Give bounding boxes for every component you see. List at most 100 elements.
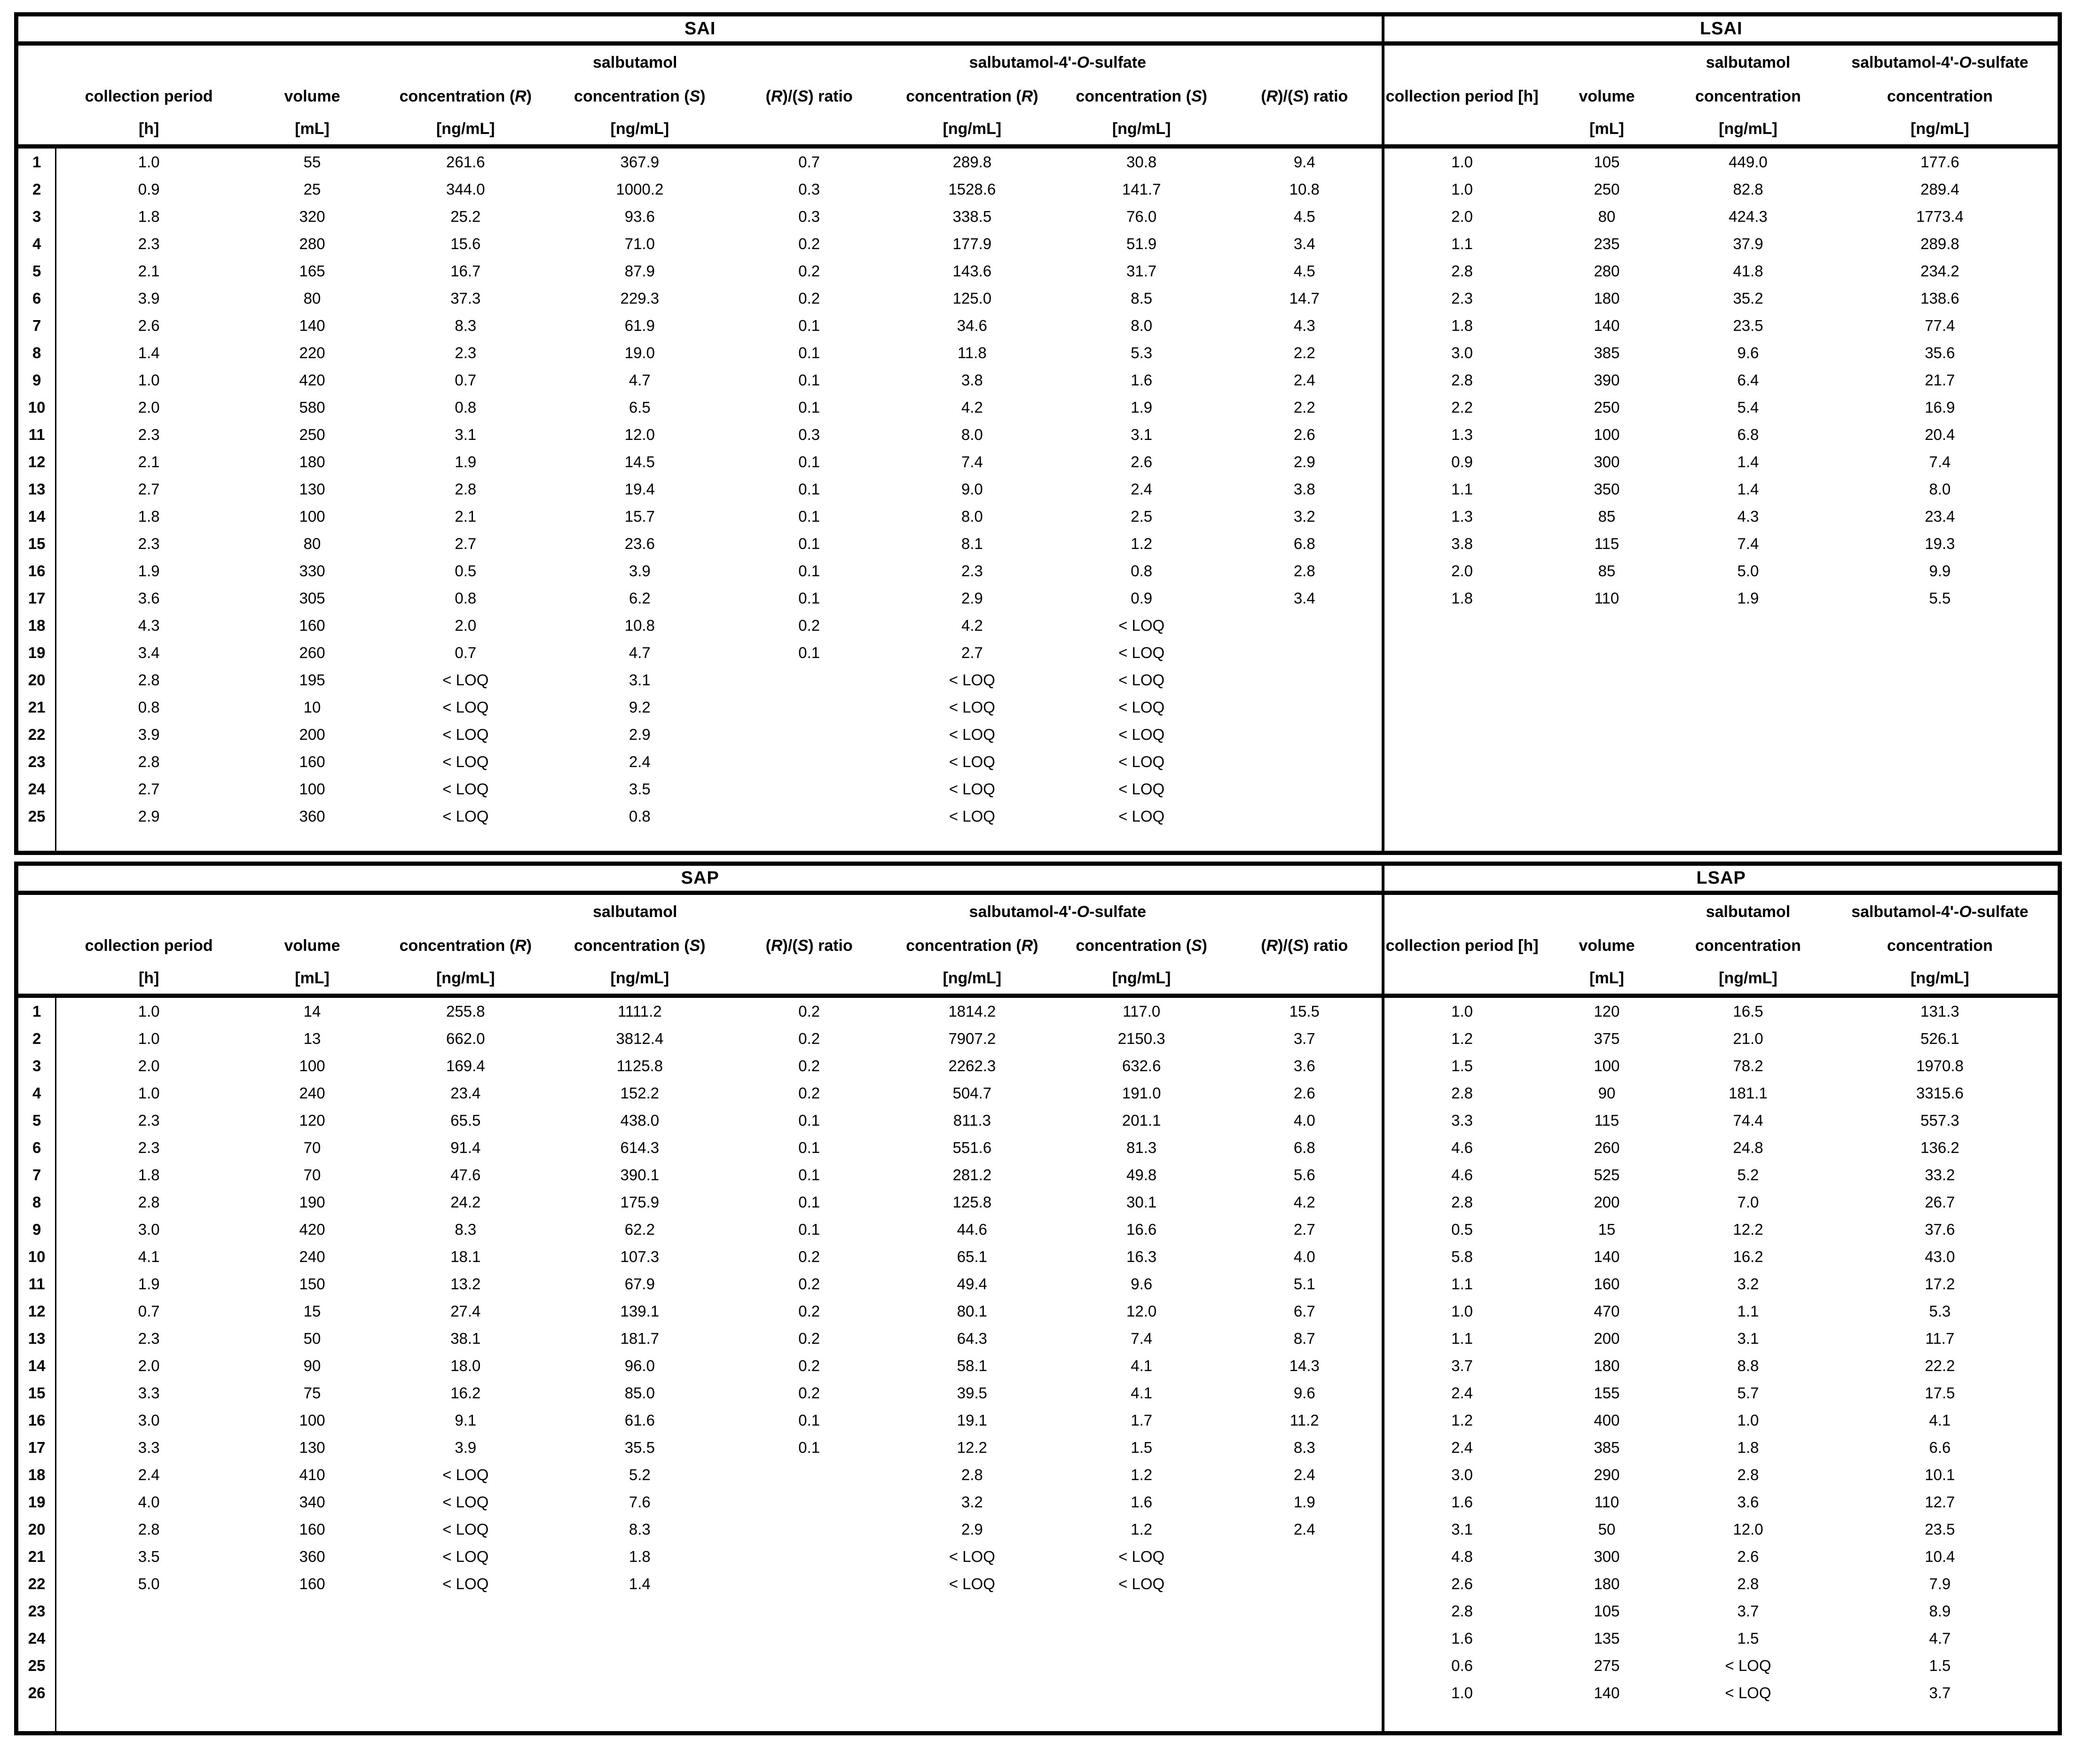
table-cell: < LOQ xyxy=(442,780,489,798)
table-cell: 2.4 xyxy=(1131,480,1153,498)
table-cell: 5.3 xyxy=(1929,1302,1951,1320)
row-number: 1 xyxy=(32,1003,41,1020)
table-cell: 3812.4 xyxy=(616,1030,664,1047)
table-cell: 23.6 xyxy=(624,535,655,552)
table-cell: 4.6 xyxy=(1451,1139,1473,1156)
row-number: 23 xyxy=(28,1602,46,1620)
table-cell: 1.2 xyxy=(1131,1521,1153,1538)
table-cell: 3.9 xyxy=(138,290,160,307)
table-cell: 160 xyxy=(299,753,325,770)
table-cell: 1.0 xyxy=(1451,1684,1473,1701)
table-cell: 115 xyxy=(1594,1112,1620,1129)
column-header-rs-ratio: (R)/(S) ratio xyxy=(765,87,853,105)
row-number: 19 xyxy=(28,644,46,661)
table-cell: 0.3 xyxy=(798,426,820,443)
table-row: 18 4.3 160 2.0 10.8 0.2 4.2 < LOQ xyxy=(18,612,1382,639)
table-cell: < LOQ xyxy=(1725,1684,1771,1701)
table-cell: 2.9 xyxy=(138,808,160,825)
table-row: 1.0 250 82.8 289.4 xyxy=(1384,176,2058,203)
table-cell: 420 xyxy=(299,371,325,389)
table-cell: 2262.3 xyxy=(948,1057,996,1074)
table-cell: 220 xyxy=(299,344,325,361)
table-cell: 2.0 xyxy=(1451,562,1473,580)
table-cell: 280 xyxy=(299,235,325,252)
table-cell: 87.9 xyxy=(624,262,655,280)
table-cell: 420 xyxy=(299,1221,325,1238)
table-cell: 1.1 xyxy=(1451,1275,1473,1293)
table-cell: 2.6 xyxy=(1451,1575,1473,1592)
unit-hours: [h] xyxy=(138,969,159,987)
row-number: 2 xyxy=(32,180,41,198)
table-cell: 191.0 xyxy=(1122,1084,1161,1102)
table-cell: 180 xyxy=(1594,290,1620,307)
row-number: 3 xyxy=(32,208,41,225)
table-cell: 1.4 xyxy=(1737,453,1759,470)
table-cell: 1.0 xyxy=(1451,1302,1473,1320)
table-cell: 1.8 xyxy=(1451,589,1473,607)
table-cell: 4.7 xyxy=(629,644,651,661)
table-row: 2.8 280 41.8 234.2 xyxy=(1384,258,2058,285)
table-cell: 200 xyxy=(1594,1193,1620,1211)
table-cell: 140 xyxy=(1594,1248,1620,1265)
table-cell: 2.2 xyxy=(1451,399,1473,416)
table-cell: 50 xyxy=(1598,1521,1616,1538)
table-cell: 0.1 xyxy=(798,344,820,361)
unit-ml: [mL] xyxy=(1589,969,1624,987)
row-number: 6 xyxy=(32,290,41,307)
table-cell: 51.9 xyxy=(1126,235,1157,252)
table-row: 1.0 120 16.5 131.3 xyxy=(1384,998,2058,1025)
table-cell: 22.2 xyxy=(1925,1357,1955,1374)
table-cell: 1773.4 xyxy=(1916,208,1964,225)
table-cell: 58.1 xyxy=(957,1357,987,1374)
table-cell: 19.0 xyxy=(624,344,655,361)
table-row: 1 1.0 14 255.8 1111.2 0.2 1814.2 117.0 15.5 xyxy=(18,998,1382,1025)
table-cell: 23.5 xyxy=(1925,1521,1955,1538)
table-cell: 360 xyxy=(299,808,325,825)
table-row: 2.0 85 5.0 9.9 xyxy=(1384,557,2058,585)
table-cell: 15 xyxy=(1598,1221,1616,1238)
table-cell: 0.2 xyxy=(798,262,820,280)
table-row: 3.0 385 9.6 35.6 xyxy=(1384,339,2058,367)
table-cell: 350 xyxy=(1594,480,1620,498)
table-row: 22 3.9 200 < LOQ 2.9 < LOQ < LOQ xyxy=(18,721,1382,748)
table-cell: 125.8 xyxy=(952,1193,992,1211)
table-cell: 169.4 xyxy=(446,1057,485,1074)
table-cell: 385 xyxy=(1594,344,1620,361)
table-cell: 240 xyxy=(299,1248,325,1265)
section-lsap: LSAP salbutamol salbutamol-4'- O -sulfate … xyxy=(1384,866,2058,1731)
unit-ng-ml: [ng/mL] xyxy=(610,969,669,987)
table-cell: 2.4 xyxy=(1451,1439,1473,1456)
table-cell: < LOQ xyxy=(442,1521,489,1538)
column-header-collection-period: collection period xyxy=(85,936,213,955)
group-header-salbutamol-sulfate: salbutamol-4'- O -sulfate xyxy=(1851,902,2029,921)
table-cell: 0.2 xyxy=(798,1030,820,1047)
table-row: 1.8 140 23.5 77.4 xyxy=(1384,312,2058,339)
table-cell: 96.0 xyxy=(624,1357,655,1374)
table-cell: 6.2 xyxy=(629,589,651,607)
table-cell: 117.0 xyxy=(1123,1003,1161,1020)
table-cell: 110 xyxy=(1594,589,1620,607)
row-number: 15 xyxy=(28,1384,46,1402)
table-row: 3.3 115 74.4 557.3 xyxy=(1384,1107,2058,1134)
table-cell: 2.7 xyxy=(455,535,477,552)
table-row: 3.7 180 8.8 22.2 xyxy=(1384,1352,2058,1380)
table-row: 4.6 260 24.8 136.2 xyxy=(1384,1134,2058,1161)
table-cell: 8.0 xyxy=(1131,317,1153,334)
section-title-lsai: LSAI xyxy=(1384,16,2058,46)
table-cell: 62.2 xyxy=(624,1221,655,1238)
table-cell: 13.2 xyxy=(450,1275,481,1293)
table-row: 1.1 160 3.2 17.2 xyxy=(1384,1270,2058,1298)
table-cell: 175.9 xyxy=(620,1193,660,1211)
table-cell: 115 xyxy=(1594,535,1620,552)
table-cell: < LOQ xyxy=(1118,753,1165,770)
table-cell: 3.0 xyxy=(1451,1466,1473,1483)
column-header-volume: volume xyxy=(1579,87,1635,105)
table-cell: 41.8 xyxy=(1733,262,1763,280)
table-row: 16 1.9 330 0.5 3.9 0.1 2.3 0.8 2.8 xyxy=(18,557,1382,585)
table-cell: 2.4 xyxy=(629,753,651,770)
section-title-sai: SAI xyxy=(18,16,1382,46)
table-cell: 23.4 xyxy=(1925,508,1955,525)
table-cell: 17.5 xyxy=(1925,1384,1955,1402)
table-cell: < LOQ xyxy=(949,808,995,825)
table-cell: 35.6 xyxy=(1925,344,1955,361)
